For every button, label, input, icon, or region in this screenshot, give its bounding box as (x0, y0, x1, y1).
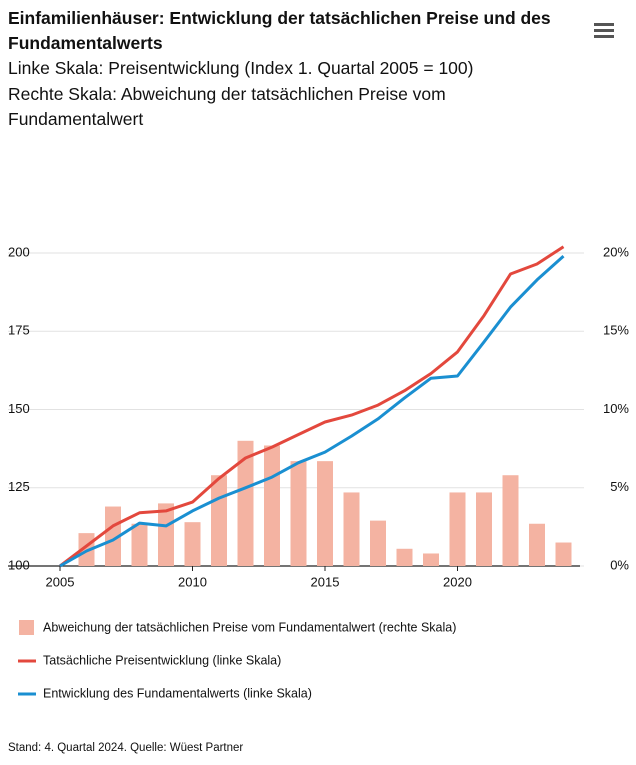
subtitle: Linke Skala: Preisentwicklung (Index 1. … (8, 58, 474, 78)
bar (396, 548, 413, 566)
y-tick-label: 200 (8, 244, 30, 259)
y2-tick-label: 10% (603, 401, 629, 416)
menu-icon[interactable] (594, 23, 614, 38)
x-tick-label: 2015 (311, 574, 340, 589)
line (59, 245, 565, 568)
y-tick-label: 175 (8, 323, 30, 338)
legend-label: Tatsächliche Preisentwicklung (linke Ska… (43, 653, 281, 667)
x-tick-label: 2005 (46, 574, 75, 589)
x-tick-label: 2020 (443, 574, 472, 589)
bar (343, 492, 360, 566)
menu-bar[interactable] (594, 29, 614, 32)
bar (370, 520, 386, 566)
bar (502, 475, 519, 566)
x-tick-label: 2010 (178, 574, 207, 589)
bar (158, 503, 174, 566)
subtitle: Rechte Skala: Abweichung der tatsächlich… (8, 83, 446, 130)
bar (264, 445, 280, 566)
y2-tick-label: 0% (610, 557, 629, 572)
bar (211, 475, 227, 566)
legend-label: Abweichung der tatsächlichen Preise vom … (43, 620, 456, 634)
bar (529, 523, 545, 566)
y2-tick-label: 20% (603, 244, 629, 259)
bar (476, 492, 492, 566)
bar (449, 492, 466, 566)
chart-title: Einfamilienhäuser: Entwicklung der tatsä… (8, 8, 551, 53)
bar (555, 542, 572, 566)
y-tick-label: 150 (8, 401, 30, 416)
bar (105, 506, 121, 566)
bar (423, 553, 439, 566)
legend-swatch (19, 620, 34, 635)
legend-label: Entwicklung des Fundamentalwerts (linke … (43, 686, 312, 700)
bar (317, 461, 333, 566)
source-note: Stand: 4. Quartal 2024. Quelle: Wüest Pa… (8, 742, 243, 754)
bar (131, 523, 148, 566)
y2-tick-label: 15% (603, 323, 629, 338)
bar (237, 440, 254, 566)
y-tick-label: 125 (8, 479, 30, 494)
line (59, 254, 565, 568)
menu-bar[interactable] (594, 23, 614, 26)
menu-bar[interactable] (594, 35, 614, 38)
y2-tick-label: 5% (610, 479, 629, 494)
bar (184, 522, 201, 566)
header: Einfamilienhäuser: Entwicklung der tatsä… (8, 6, 568, 133)
y-tick-label: 100 (8, 557, 30, 572)
bar (290, 461, 307, 566)
